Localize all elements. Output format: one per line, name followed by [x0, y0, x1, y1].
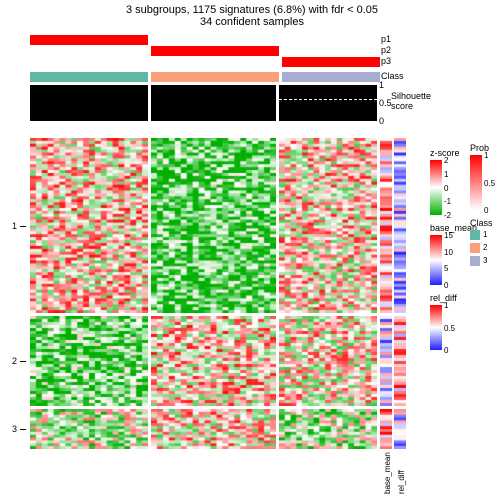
title-line1: 3 subgroups, 1175 signatures (6.8%) with…	[0, 0, 504, 16]
title-line2: 34 confident samples	[0, 16, 504, 28]
